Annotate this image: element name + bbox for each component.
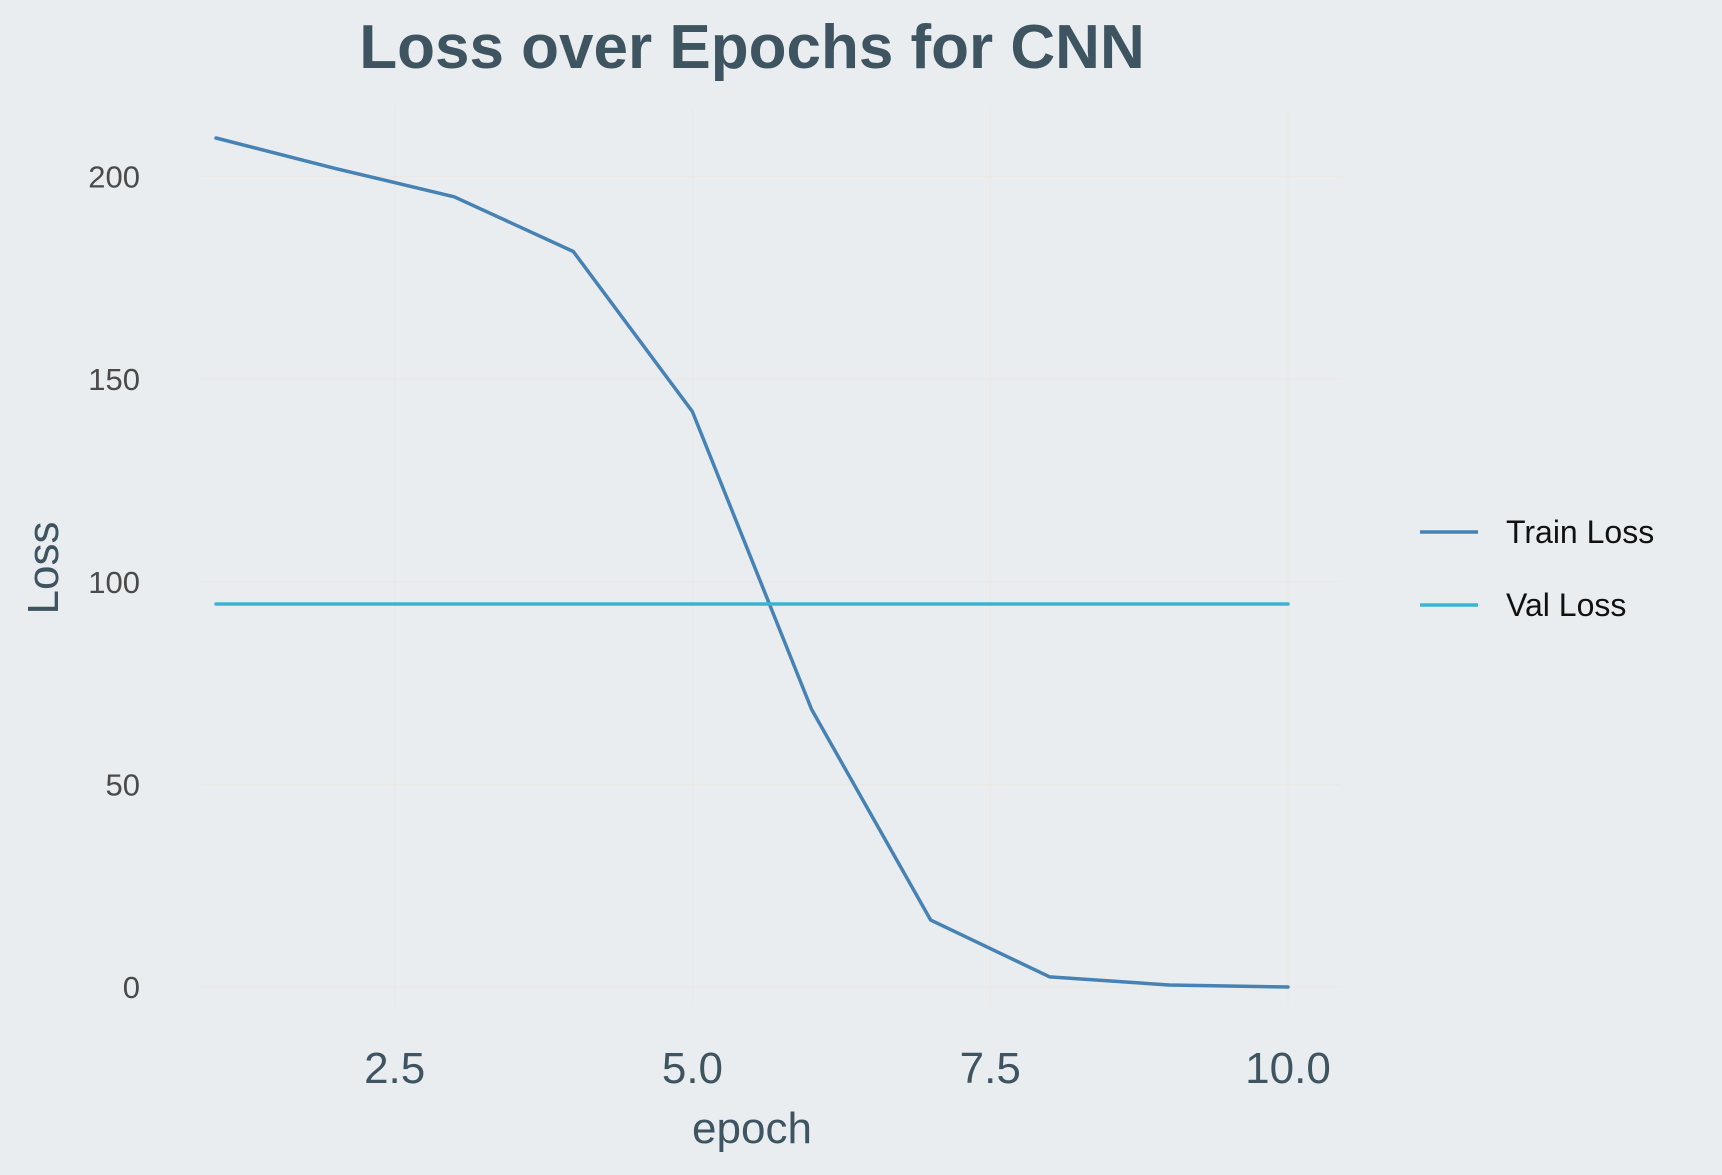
x-tick-label-3: 10.0 bbox=[1245, 1044, 1331, 1093]
y-tick-labels: 0 50 100 150 200 bbox=[88, 160, 140, 1005]
y-tick-label-4: 200 bbox=[88, 160, 140, 195]
legend-label-val-loss: Val Loss bbox=[1506, 587, 1626, 623]
x-axis-label: epoch bbox=[692, 1104, 812, 1153]
legend-label-train-loss: Train Loss bbox=[1506, 514, 1654, 550]
chart-title: Loss over Epochs for CNN bbox=[359, 13, 1144, 82]
x-tick-label-0: 2.5 bbox=[364, 1044, 425, 1093]
y-tick-label-2: 100 bbox=[88, 565, 140, 600]
x-tick-labels: 2.5 5.0 7.5 10.0 bbox=[364, 1044, 1331, 1093]
y-axis-label: Loss bbox=[19, 522, 68, 615]
y-tick-label-1: 50 bbox=[106, 767, 140, 802]
y-tick-label-3: 150 bbox=[88, 362, 140, 397]
x-tick-label-1: 5.0 bbox=[662, 1044, 723, 1093]
y-tick-label-0: 0 bbox=[123, 970, 140, 1005]
series-line-train-loss bbox=[214, 136, 1290, 989]
legend: Train Loss Val Loss bbox=[1420, 514, 1654, 623]
grid-lines bbox=[200, 108, 1340, 1005]
series-lines bbox=[214, 136, 1290, 989]
x-tick-label-2: 7.5 bbox=[960, 1044, 1021, 1093]
